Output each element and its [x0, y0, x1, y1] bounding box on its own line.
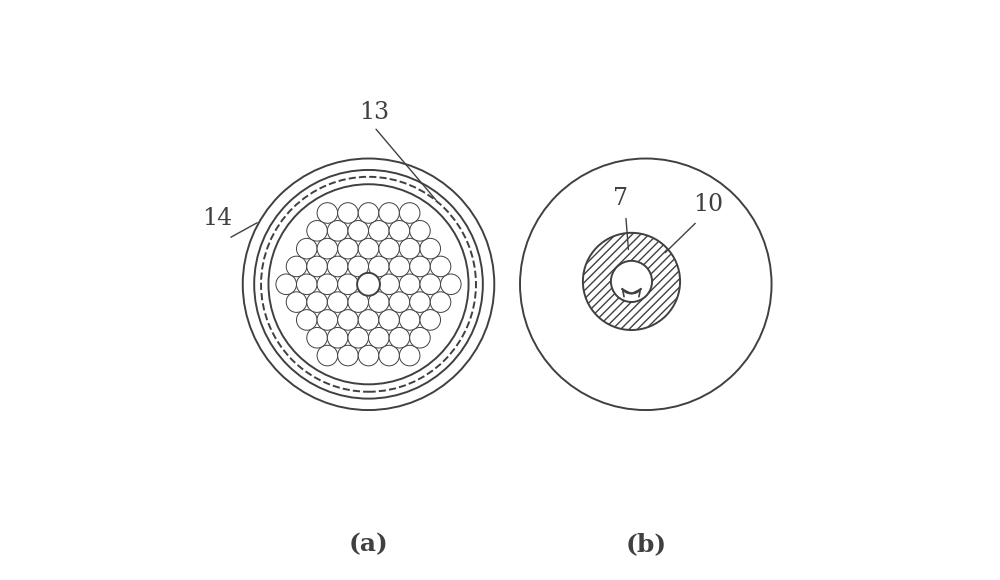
- Circle shape: [286, 292, 307, 313]
- Text: 14: 14: [202, 207, 232, 230]
- Circle shape: [379, 310, 399, 330]
- Text: 10: 10: [694, 193, 724, 216]
- Circle shape: [410, 328, 430, 348]
- Circle shape: [338, 345, 358, 366]
- Circle shape: [243, 158, 494, 410]
- Circle shape: [379, 238, 399, 259]
- Circle shape: [276, 274, 296, 295]
- Circle shape: [296, 238, 317, 259]
- Circle shape: [410, 256, 430, 277]
- Circle shape: [358, 345, 379, 366]
- Circle shape: [399, 345, 420, 366]
- Circle shape: [348, 220, 369, 241]
- Circle shape: [327, 328, 348, 348]
- Circle shape: [268, 184, 469, 385]
- Circle shape: [327, 292, 348, 313]
- Circle shape: [317, 274, 338, 295]
- Circle shape: [317, 202, 338, 223]
- Circle shape: [441, 274, 461, 295]
- Circle shape: [358, 238, 379, 259]
- Circle shape: [307, 328, 327, 348]
- Circle shape: [389, 220, 410, 241]
- Circle shape: [420, 274, 441, 295]
- Circle shape: [327, 256, 348, 277]
- Circle shape: [327, 220, 348, 241]
- Circle shape: [520, 158, 772, 410]
- Circle shape: [357, 273, 380, 296]
- Text: 13: 13: [359, 102, 389, 124]
- Circle shape: [379, 202, 399, 223]
- Circle shape: [611, 261, 652, 302]
- Circle shape: [338, 274, 358, 295]
- Circle shape: [420, 238, 441, 259]
- Circle shape: [583, 233, 680, 330]
- Circle shape: [399, 274, 420, 295]
- Circle shape: [369, 256, 389, 277]
- Circle shape: [389, 328, 410, 348]
- Circle shape: [369, 328, 389, 348]
- Circle shape: [296, 274, 317, 295]
- Circle shape: [369, 292, 389, 313]
- Circle shape: [389, 292, 410, 313]
- Circle shape: [338, 202, 358, 223]
- Circle shape: [348, 328, 369, 348]
- Circle shape: [430, 256, 451, 277]
- Circle shape: [296, 310, 317, 330]
- Circle shape: [317, 345, 338, 366]
- Circle shape: [358, 202, 379, 223]
- Circle shape: [317, 238, 338, 259]
- Circle shape: [379, 274, 399, 295]
- Circle shape: [317, 310, 338, 330]
- Circle shape: [410, 292, 430, 313]
- Circle shape: [286, 256, 307, 277]
- Circle shape: [399, 310, 420, 330]
- Circle shape: [430, 292, 451, 313]
- Circle shape: [338, 238, 358, 259]
- Circle shape: [369, 220, 389, 241]
- Circle shape: [348, 256, 369, 277]
- Circle shape: [399, 202, 420, 223]
- Text: 7: 7: [613, 187, 628, 210]
- Circle shape: [307, 292, 327, 313]
- Circle shape: [389, 256, 410, 277]
- Circle shape: [307, 220, 327, 241]
- Text: (a): (a): [349, 532, 388, 556]
- Circle shape: [420, 310, 441, 330]
- Circle shape: [348, 292, 369, 313]
- Circle shape: [307, 256, 327, 277]
- Circle shape: [379, 345, 399, 366]
- Circle shape: [399, 238, 420, 259]
- Circle shape: [410, 220, 430, 241]
- Circle shape: [358, 310, 379, 330]
- Text: (b): (b): [625, 532, 666, 556]
- Circle shape: [338, 310, 358, 330]
